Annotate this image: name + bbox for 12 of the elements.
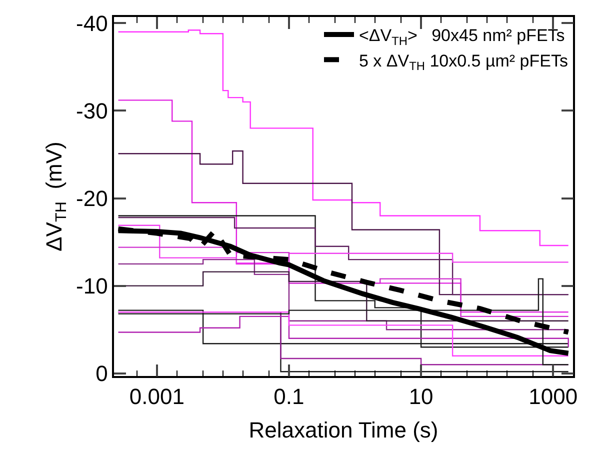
y-tick-label: -30 (76, 98, 108, 124)
legend-label: <ΔV$_{TH}$> 90x45 nm² pFETs (359, 26, 565, 48)
legend-label: 5 x ΔV$_{TH}$ 10x0.5 µm² pFETs (359, 51, 568, 73)
x-tick-label: 1000 (528, 384, 578, 410)
x-tick-label: 0.1 (274, 384, 304, 410)
y-tick-label: -10 (76, 274, 108, 299)
y-tick-label: -20 (76, 186, 108, 211)
x-tick-label: 0.001 (129, 384, 184, 410)
x-axis-title: Relaxation Time (s) (248, 418, 438, 443)
y-tick-label: 0 (96, 361, 108, 386)
x-tick-label: 10 (408, 384, 434, 410)
y-tick-label: -40 (76, 10, 108, 36)
